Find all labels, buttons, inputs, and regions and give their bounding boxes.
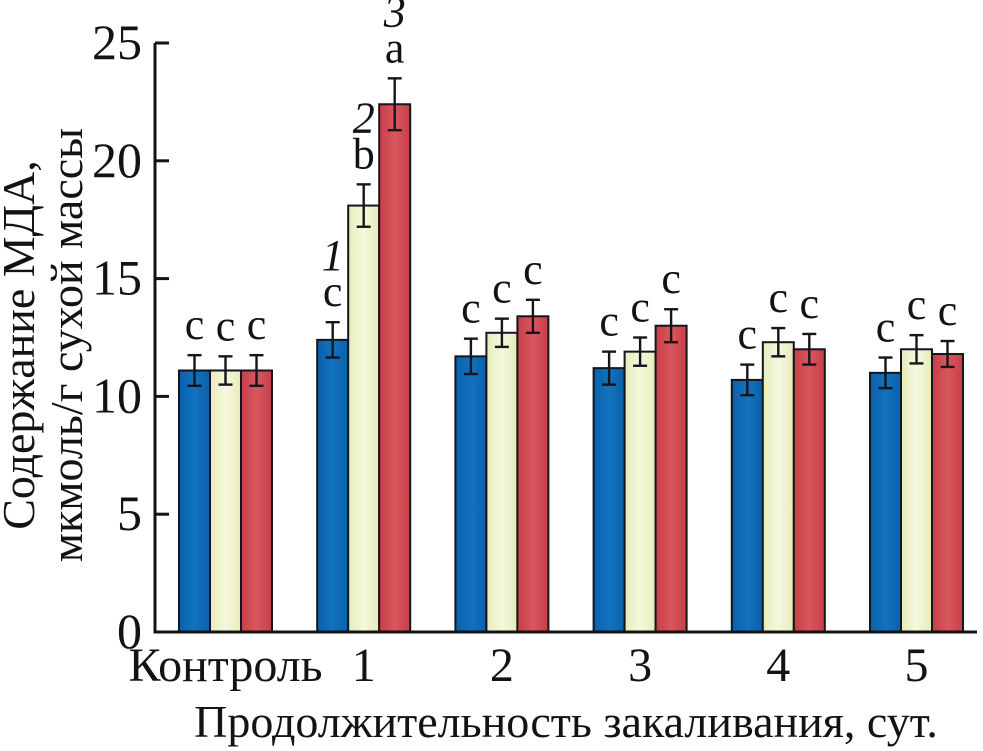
bar	[178, 369, 211, 633]
y-tick-label: 5	[117, 485, 142, 541]
y-axis-title-line2: мкмоль/г сухой массы	[41, 128, 92, 562]
significance-letter: c	[247, 300, 267, 349]
significance-letter: c	[907, 280, 927, 329]
bar	[623, 350, 657, 633]
bar	[209, 369, 242, 633]
bar	[485, 331, 519, 633]
significance-letter: c	[769, 273, 789, 322]
significance-letter: b	[353, 129, 375, 178]
x-category-label: 1	[352, 639, 376, 692]
bar	[792, 348, 826, 633]
bar	[516, 315, 550, 633]
significance-letter: c	[630, 283, 650, 332]
y-tick-label: 0	[117, 603, 142, 659]
x-category-label: 3	[628, 639, 652, 692]
bar	[454, 355, 488, 633]
x-category-label: 4	[766, 639, 790, 692]
bar	[316, 338, 350, 633]
significance-letter: c	[492, 264, 512, 313]
bar	[378, 103, 412, 634]
bar	[654, 324, 688, 633]
bar	[592, 367, 626, 633]
significance-letter: c	[523, 245, 543, 294]
y-tick-label: 10	[92, 367, 142, 423]
x-axis-title: Продолжительность закаливания, сут.	[194, 696, 938, 747]
y-tick-label: 20	[92, 132, 142, 188]
x-category-label: Контроль	[128, 639, 322, 692]
bar	[869, 371, 902, 633]
bar	[240, 369, 273, 633]
significance-letter: c	[938, 286, 958, 335]
series-number-label: 2	[353, 93, 375, 142]
significance-letter: c	[661, 254, 681, 303]
y-tick-label: 15	[92, 250, 142, 306]
x-category-label: 5	[905, 639, 929, 692]
y-axis-title-line1: Содержание МДА,	[0, 160, 44, 530]
bar	[730, 378, 764, 633]
significance-letter: c	[323, 267, 343, 316]
bar	[900, 348, 933, 633]
series-number-label: 3	[383, 0, 406, 36]
y-tick-label: 25	[92, 14, 142, 70]
bar	[761, 341, 795, 633]
x-category-label: 2	[490, 639, 514, 692]
significance-letter: c	[876, 303, 896, 352]
series-number-label: 1	[322, 231, 344, 280]
significance-letter: c	[800, 279, 820, 328]
bar	[931, 352, 964, 633]
significance-letter: c	[461, 284, 481, 333]
significance-letter: c	[185, 300, 205, 349]
significance-letter: c	[216, 301, 236, 350]
significance-letter: c	[599, 297, 619, 346]
significance-letter: c	[738, 310, 758, 359]
significance-letter: a	[385, 23, 405, 72]
bar	[347, 204, 381, 633]
